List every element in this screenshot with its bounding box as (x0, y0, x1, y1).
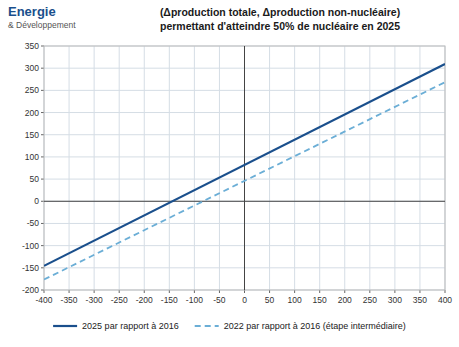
tick-label: 50 (265, 295, 275, 305)
tick-label: -100 (22, 241, 39, 251)
grid-line (219, 46, 220, 290)
tick-label: 50 (30, 174, 40, 184)
tick-label: 250 (25, 85, 39, 95)
legend: 2025 par rapport à 2016 2022 par rapport … (53, 321, 406, 331)
tick-label: 300 (388, 295, 402, 305)
tick-label: -50 (213, 295, 226, 305)
tick-label: 300 (25, 63, 39, 73)
tick-label: -400 (35, 295, 52, 305)
tick-label: -250 (111, 295, 128, 305)
grid-line (369, 46, 370, 290)
tick-label: 0 (34, 196, 39, 206)
tick-label: 350 (25, 41, 39, 51)
title: (Δproduction totale, Δproduction non-nuc… (160, 6, 400, 18)
tick-label: 250 (363, 295, 377, 305)
tick-label: 150 (25, 130, 39, 140)
tick-label: 200 (338, 295, 352, 305)
tick-label: 200 (25, 108, 39, 118)
legend-item: 2025 par rapport à 2016 (53, 321, 179, 331)
legend-label: 2025 par rapport à 2016 (82, 321, 179, 331)
tick-label: 0 (242, 295, 247, 305)
grid-line (344, 46, 345, 290)
grid-line (144, 46, 145, 290)
grid (44, 46, 445, 290)
axes: -400 -350 -300 -250 -200 -150 -100 -50 0 50 100 150… (22, 41, 452, 305)
zero-axis (244, 46, 245, 290)
grid-line (319, 46, 320, 290)
grid-line (119, 46, 120, 290)
plot-frame (44, 46, 445, 290)
series-line (44, 64, 445, 266)
tick-label: -300 (86, 295, 103, 305)
tick-label: -200 (22, 285, 39, 295)
logo-text: Energie (8, 4, 56, 19)
grid-line (94, 46, 95, 290)
grid-line (244, 46, 245, 290)
legend-swatch (195, 325, 219, 327)
subtitle: permettant d'atteindre 50% de nucléaire … (160, 20, 400, 32)
tick-label: 100 (288, 295, 302, 305)
grid-line (194, 46, 195, 290)
tick-label: -200 (136, 295, 153, 305)
tick-label: -150 (161, 295, 178, 305)
grid-line (294, 46, 295, 290)
tick-label: 350 (413, 295, 427, 305)
zero-axis (44, 201, 445, 202)
grid-line (44, 201, 445, 202)
tick-label: -50 (27, 218, 40, 228)
tick-label: -150 (22, 263, 39, 273)
legend-label: 2022 par rapport à 2016 (étape intermédi… (224, 321, 406, 331)
legend-swatch (53, 325, 77, 327)
series-line (44, 82, 445, 279)
legend-item: 2022 par rapport à 2016 (étape intermédi… (195, 321, 406, 331)
tick-label: -100 (186, 295, 203, 305)
chart: Energie& Développement (Δproduction total… (0, 0, 459, 347)
tick-label: 150 (313, 295, 327, 305)
logo-subtext: & Développement (8, 20, 76, 30)
tick-label: 100 (25, 152, 39, 162)
series-lines (44, 64, 445, 280)
tick-label: 400 (438, 295, 452, 305)
grid-line (169, 46, 170, 290)
grid-line (419, 46, 420, 290)
grid-line (394, 46, 395, 290)
tick-label: -350 (61, 295, 78, 305)
